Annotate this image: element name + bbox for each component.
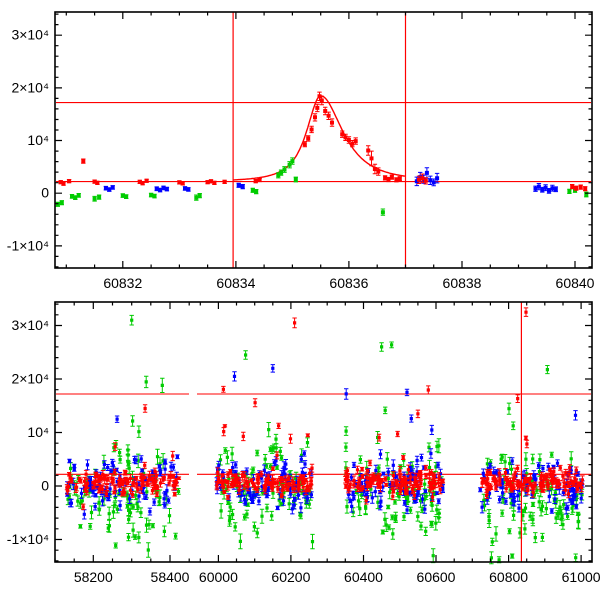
x-tick-label: 60000 [199,569,238,585]
y-tick-label: 2×10⁴ [11,79,49,95]
y-tick-label: 3×10⁴ [11,317,49,333]
y-tick-label: 10⁴ [27,132,49,148]
bottom-panel: 58200 58400 60000 60200 60400 60600 60800 61000… [7,301,600,585]
tick-marks [54,302,592,562]
x-tick-label: 60838 [443,275,482,291]
red-data-points [58,94,588,191]
top-series-green [55,157,589,216]
x-tick-label: 58400 [151,569,190,585]
tick-marks [55,12,592,268]
x-tick-label: 60836 [329,275,368,291]
x-tick-label: 60600 [417,569,456,585]
y-tick-label: 0 [41,478,49,494]
blue-error-bars [103,167,558,194]
blue-error-bars [65,364,585,520]
y-tick-label: 2×10⁴ [11,371,49,387]
plot-frame [54,301,593,563]
red-error-bars [58,91,588,192]
plot-frame [54,11,593,269]
x-tick-label: 60832 [103,275,142,291]
y-tick-label: 10⁴ [27,424,49,440]
green-data-points [66,318,584,562]
blue-data-points [65,366,585,516]
x-tick-label: 60834 [216,275,255,291]
y-tick-label: 3×10⁴ [11,27,49,43]
green-error-bars [55,157,589,216]
top-axes: 60832 60834 60836 60838 60840 3×10⁴ 2×10⁴ 10⁴ 0 -… [7,11,595,291]
x-tick-label: 58200 [74,569,113,585]
bottom-axes: 58200 58400 60000 60200 60400 60600 60800 61000… [7,301,600,585]
bottom-series-green [65,314,585,565]
y-tick-label: 0 [41,185,49,201]
top-series-blue [103,167,558,194]
top-series-red [58,91,588,192]
green-data-points [55,159,589,215]
x-tick-label: 60200 [271,569,310,585]
x-tick-label: 61000 [562,569,600,585]
x-tick-label: 60800 [489,569,528,585]
x-tick-label: 60840 [556,275,595,291]
bottom-series-red [64,307,585,511]
x-tick-label: 60400 [344,569,383,585]
bottom-series-blue [65,364,585,520]
top-panel: 60832 60834 60836 60838 60840 3×10⁴ 2×10⁴ 10⁴ 0 -… [7,11,595,291]
y-tick-label: -1×10⁴ [7,237,49,253]
red-data-points [65,310,584,509]
green-error-bars [65,314,585,565]
y-tick-label: -1×10⁴ [7,531,49,547]
